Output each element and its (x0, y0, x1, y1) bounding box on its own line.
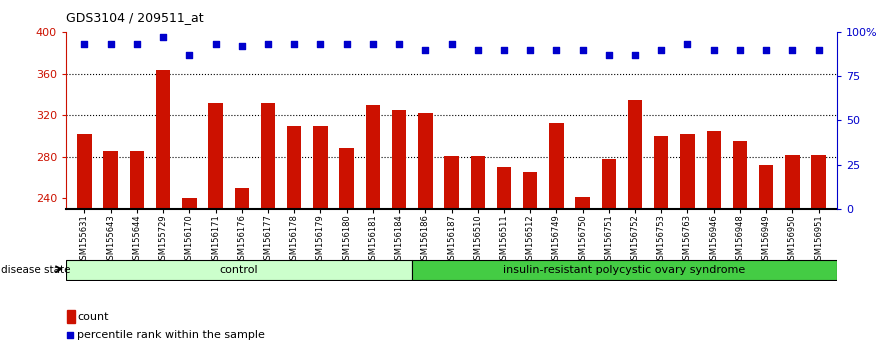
Bar (707, 131, 721, 209)
Point (261, 41, 275, 47)
Point (602, 52, 616, 58)
Bar (366, 105, 380, 209)
Bar (733, 141, 747, 209)
Point (444, 41, 458, 47)
Point (104, 41, 118, 47)
Text: percentile rank within the sample: percentile rank within the sample (78, 330, 265, 340)
Bar (67, 310, 75, 323)
Point (759, 47, 774, 52)
Bar (628, 99, 642, 209)
Point (628, 52, 642, 58)
Bar (78, 134, 92, 209)
Bar (208, 103, 223, 209)
Bar (418, 113, 433, 209)
Bar (156, 70, 170, 209)
Point (209, 41, 223, 47)
Point (733, 47, 747, 52)
Bar (392, 110, 406, 209)
Point (366, 41, 380, 47)
Point (707, 47, 721, 52)
Text: GDS3104 / 209511_at: GDS3104 / 209511_at (66, 11, 204, 24)
Text: control: control (219, 265, 258, 275)
Point (339, 41, 353, 47)
Bar (523, 172, 537, 209)
Point (550, 47, 564, 52)
Point (156, 34, 170, 40)
Point (655, 47, 669, 52)
Point (523, 47, 537, 52)
Text: insulin-resistant polycystic ovary syndrome: insulin-resistant polycystic ovary syndr… (503, 265, 745, 275)
Point (470, 47, 485, 52)
Bar (261, 103, 275, 209)
Point (78, 41, 92, 47)
Bar (130, 150, 144, 209)
Bar (549, 124, 564, 209)
Point (811, 47, 825, 52)
Bar (287, 126, 301, 209)
Point (274, 215, 288, 221)
Point (287, 41, 301, 47)
Bar (339, 148, 354, 209)
Point (497, 47, 511, 52)
Point (575, 47, 589, 52)
Bar (234, 188, 249, 209)
Point (785, 47, 799, 52)
Bar (103, 150, 118, 209)
Point (234, 43, 248, 49)
Bar (444, 156, 459, 209)
Bar (314, 126, 328, 209)
Point (418, 47, 433, 52)
Bar (575, 198, 589, 209)
Text: disease state: disease state (1, 265, 70, 275)
FancyBboxPatch shape (411, 259, 837, 280)
Text: count: count (78, 312, 109, 322)
Bar (602, 159, 616, 209)
Bar (811, 155, 825, 209)
Bar (497, 167, 511, 209)
Bar (680, 134, 695, 209)
Point (130, 41, 144, 47)
Point (680, 41, 694, 47)
Bar (182, 199, 196, 209)
Bar (759, 165, 774, 209)
Bar (654, 136, 669, 209)
Point (182, 52, 196, 58)
Point (392, 41, 406, 47)
FancyBboxPatch shape (66, 259, 411, 280)
Point (314, 41, 328, 47)
Bar (785, 155, 800, 209)
Bar (470, 156, 485, 209)
